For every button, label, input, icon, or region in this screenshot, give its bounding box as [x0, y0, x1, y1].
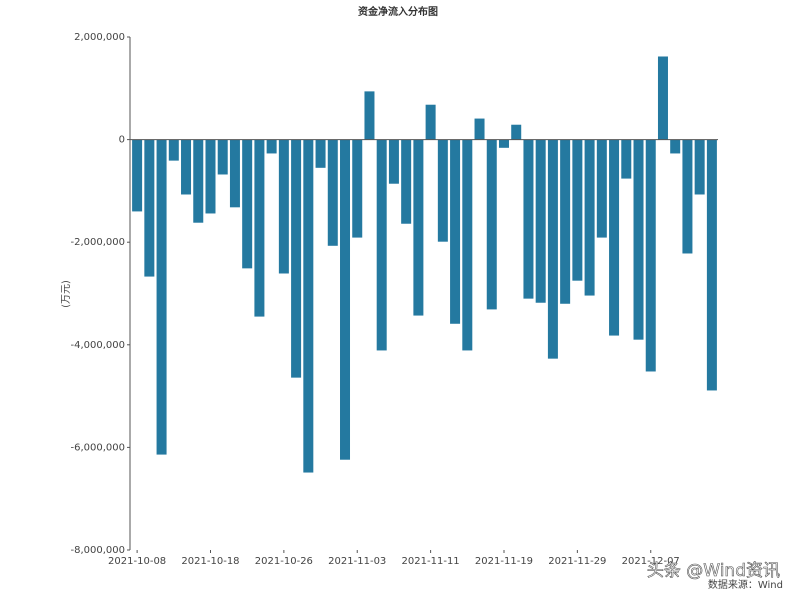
bar [132, 139, 143, 212]
y-tick-label: -2,000,000 [70, 237, 125, 248]
bar [401, 139, 412, 224]
bar [621, 139, 632, 179]
bar [450, 139, 461, 324]
x-tick-label: 2021-11-19 [475, 556, 533, 567]
bar [609, 139, 620, 336]
y-tick-label: -6,000,000 [70, 442, 125, 453]
bar [633, 139, 644, 340]
bar [657, 56, 668, 140]
bar [303, 139, 314, 473]
chart-title: 资金净流入分布图 [358, 5, 438, 18]
bar [254, 139, 265, 317]
bar [327, 139, 338, 246]
bar [291, 139, 302, 378]
bar [242, 139, 253, 269]
bar [596, 139, 607, 238]
x-tick-label: 2021-11-29 [548, 556, 606, 567]
bar [388, 139, 399, 184]
bar [266, 139, 277, 154]
y-tick-label: 0 [119, 135, 125, 146]
bar [498, 139, 509, 148]
bar [229, 139, 240, 208]
y-tick-label: -4,000,000 [70, 340, 125, 351]
y-tick-label: 2,000,000 [74, 32, 125, 43]
bar [156, 139, 167, 455]
bar [584, 139, 595, 296]
bar [144, 139, 155, 277]
bar [364, 91, 375, 140]
watermark: 头条 @Wind资讯 [647, 561, 780, 581]
bar [511, 124, 522, 140]
bar [462, 139, 473, 351]
bar [413, 139, 424, 316]
bar [572, 139, 583, 281]
bar [682, 139, 693, 254]
bar [437, 139, 448, 242]
bar [217, 139, 228, 175]
x-tick-label: 2021-10-08 [108, 556, 166, 567]
bar [535, 139, 546, 303]
x-tick-label: 2021-11-03 [328, 556, 386, 567]
bar [205, 139, 216, 214]
bar [547, 139, 558, 359]
x-tick-label: 2021-10-26 [255, 556, 313, 567]
bar [474, 118, 485, 140]
bar [376, 139, 387, 351]
bar [645, 139, 656, 372]
bar [694, 139, 705, 195]
y-tick-label: -8,000,000 [70, 545, 125, 556]
bar [352, 139, 363, 238]
bar [425, 104, 436, 140]
source-note: 数据来源：Wind [708, 578, 783, 591]
bar [168, 139, 179, 161]
bar [278, 139, 289, 274]
bar [315, 139, 326, 168]
bar [670, 139, 681, 154]
bar [523, 139, 534, 299]
y-axis-label: (万元) [61, 280, 72, 308]
x-tick-label: 2021-10-18 [181, 556, 239, 567]
bar [706, 139, 717, 391]
bar [560, 139, 571, 304]
bar [486, 139, 497, 310]
bar [181, 139, 192, 195]
x-tick-label: 2021-12-07 [622, 556, 680, 567]
bar [193, 139, 204, 223]
bar [340, 139, 351, 460]
x-tick-label: 2021-11-11 [402, 556, 460, 567]
